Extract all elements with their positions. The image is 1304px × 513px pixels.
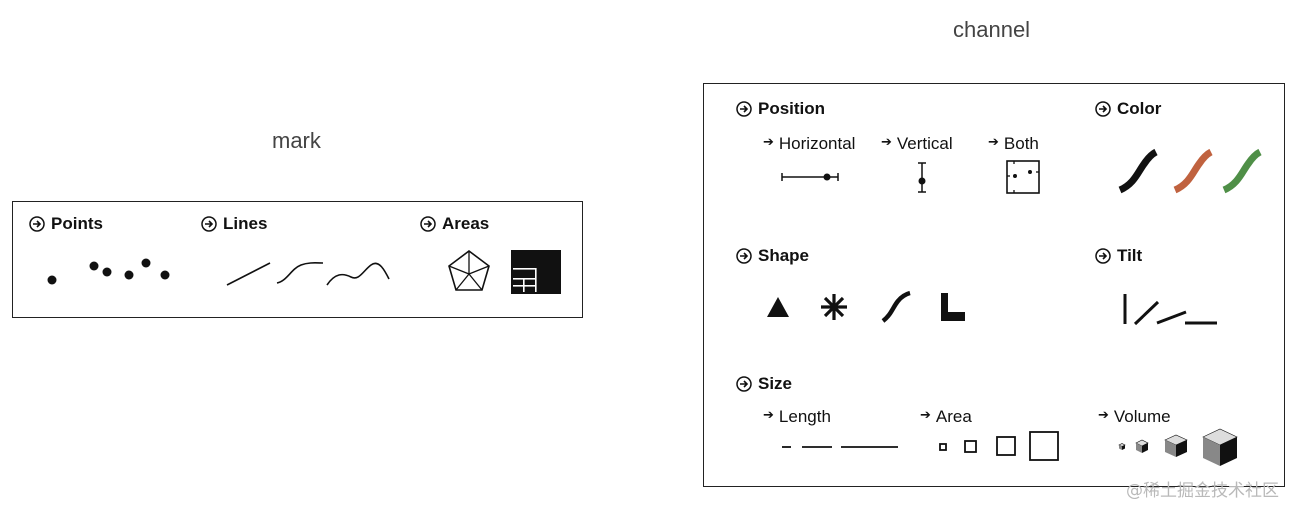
tilt-label: Tilt: [1117, 246, 1143, 265]
tilt-glyph: [1123, 294, 1217, 326]
point-mark: [47, 275, 57, 285]
mark-caption: mark: [272, 128, 321, 153]
channel-panel: Position ➔ Horizontal ➔ Vertical ➔ Both …: [703, 83, 1285, 487]
area-label: Area: [935, 407, 972, 426]
color-label: Color: [1117, 99, 1162, 118]
pentagon-area-mark: [448, 250, 490, 291]
lines-glyph: [226, 262, 390, 286]
volume-label: Volume: [1113, 407, 1171, 426]
length-glyph: [782, 446, 898, 448]
areas-label: Areas: [442, 214, 490, 233]
circled-arrow-icon: [201, 216, 217, 232]
points-glyph: [47, 258, 170, 285]
lines-heading: Lines: [201, 214, 267, 234]
circled-arrow-icon: [420, 216, 436, 232]
color-stroke-rust: [1173, 148, 1213, 194]
position-label: Position: [758, 99, 826, 118]
vertical-label: Vertical: [896, 134, 953, 153]
color-heading: Color: [1095, 99, 1161, 119]
curve-shape: [881, 290, 911, 323]
shape-heading: Shape: [736, 246, 809, 266]
color-glyph: [1118, 148, 1262, 194]
horizontal-position-glyph: [781, 173, 839, 181]
points-label: Points: [51, 214, 103, 233]
areas-glyph: [448, 250, 561, 294]
l-shape: [941, 293, 965, 321]
areas-heading: Areas: [420, 214, 489, 234]
mark-panel: Points Lines Areas: [12, 201, 583, 318]
color-stroke-black: [1118, 148, 1158, 194]
horizontal-label: Horizontal: [778, 134, 856, 153]
circled-arrow-icon: [1095, 101, 1111, 117]
color-stroke-green: [1222, 148, 1262, 194]
size-heading: Size: [736, 374, 792, 394]
volume-subheading: ➔ Volume: [1098, 407, 1171, 427]
length-subheading: ➔ Length: [763, 407, 831, 427]
point-mark: [160, 270, 170, 280]
point-mark: [102, 267, 112, 277]
small-arrow-icon: ➔: [988, 134, 999, 149]
small-arrow-icon: ➔: [763, 134, 774, 149]
size-label: Size: [758, 374, 793, 393]
triangle-shape: [767, 297, 789, 317]
watermark-text: @稀土掘金技术社区: [1126, 481, 1279, 501]
vertical-subheading: ➔ Vertical: [881, 134, 953, 154]
shape-glyph: [767, 290, 965, 323]
vertical-position-glyph: [918, 162, 926, 193]
volume-glyph: [1118, 428, 1238, 466]
point-mark: [124, 270, 134, 280]
small-arrow-icon: ➔: [1098, 407, 1109, 422]
area-subheading: ➔ Area: [920, 407, 972, 427]
channel-caption: channel: [953, 17, 1031, 42]
curve-line-mark: [276, 262, 324, 284]
both-label: Both: [1003, 134, 1039, 153]
point-mark: [141, 258, 151, 268]
lines-label: Lines: [223, 214, 268, 233]
circled-arrow-icon: [29, 216, 45, 232]
position-heading: Position: [736, 99, 825, 119]
tilt-heading: Tilt: [1095, 246, 1142, 266]
circled-arrow-icon: [736, 101, 752, 117]
points-heading: Points: [29, 214, 103, 234]
point-mark: [89, 261, 99, 271]
area-size-glyph: [939, 431, 1059, 461]
horizontal-subheading: ➔ Horizontal: [763, 134, 855, 154]
shape-label: Shape: [758, 246, 810, 265]
circled-arrow-icon: [1095, 248, 1111, 264]
length-label: Length: [778, 407, 831, 426]
small-arrow-icon: ➔: [763, 407, 774, 422]
small-arrow-icon: ➔: [920, 407, 931, 422]
both-position-glyph: [1006, 160, 1040, 194]
circled-arrow-icon: [736, 248, 752, 264]
asterisk-shape: [821, 294, 847, 320]
circled-arrow-icon: [736, 376, 752, 392]
wavy-line-mark: [326, 262, 390, 286]
both-subheading: ➔ Both: [988, 134, 1039, 154]
straight-line-mark: [226, 262, 271, 286]
small-arrow-icon: ➔: [881, 134, 892, 149]
